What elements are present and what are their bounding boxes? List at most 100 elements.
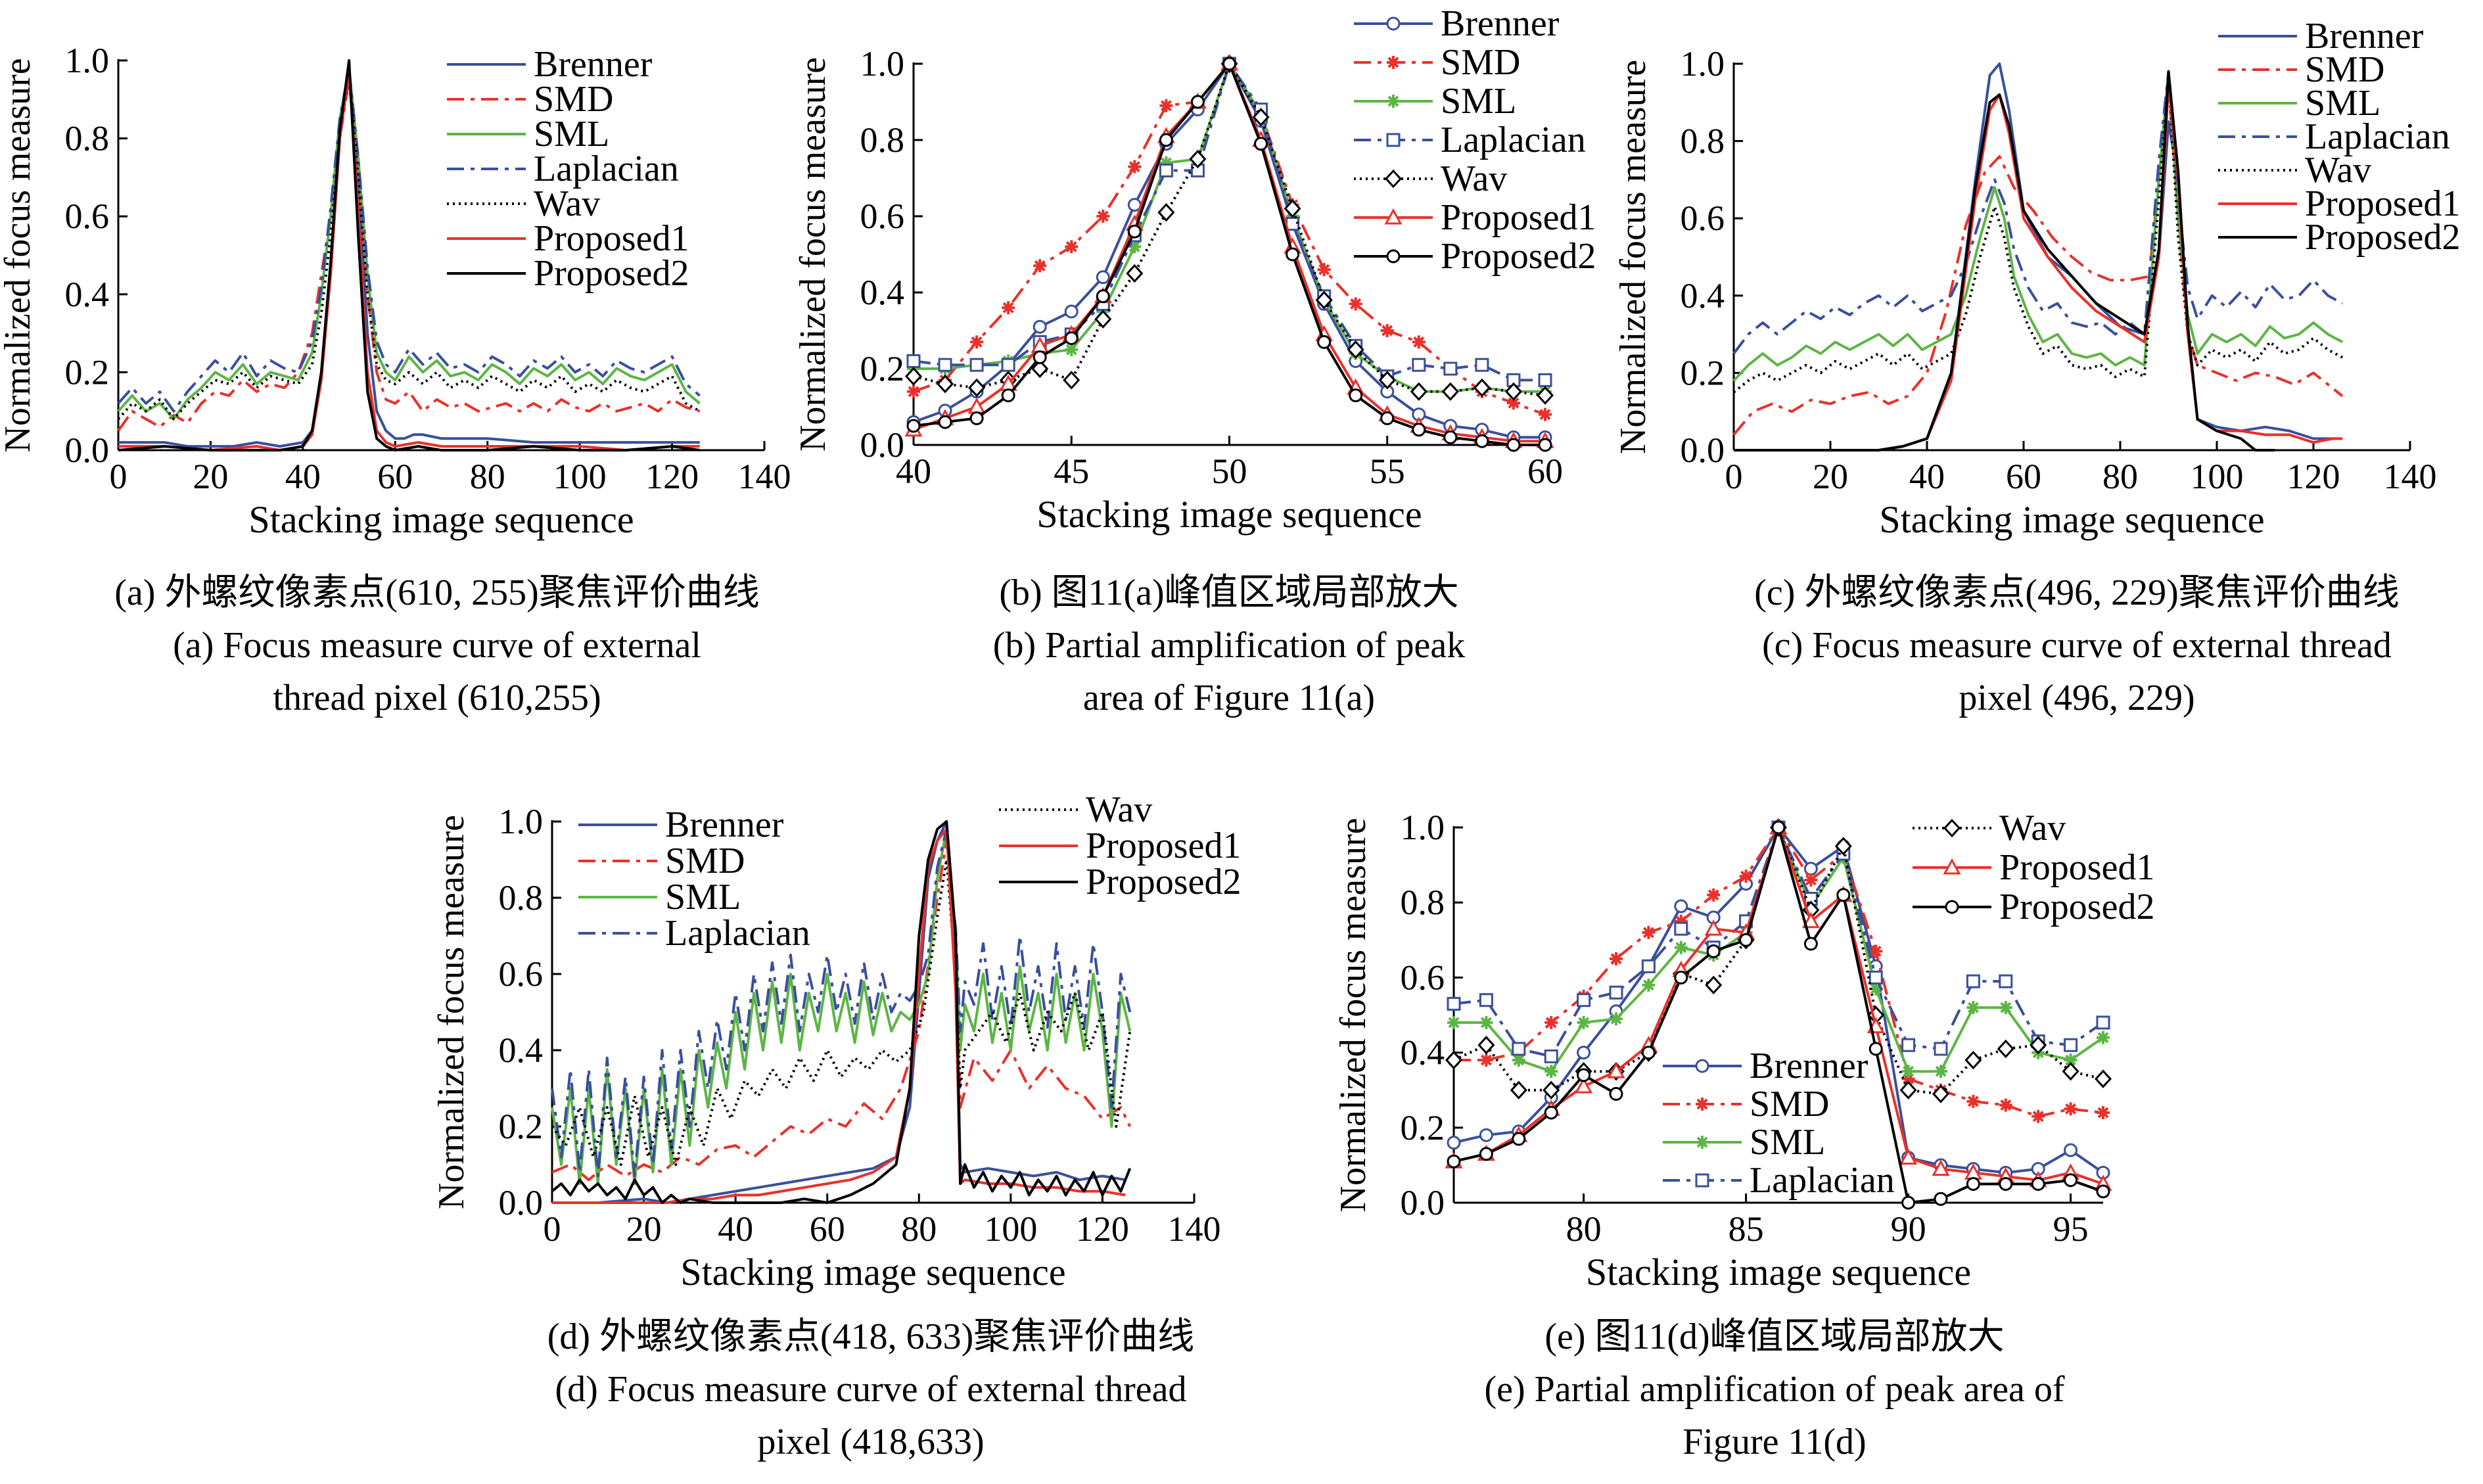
data-point-proposed2 (1190, 95, 1205, 109)
legend-label-proposed2: Proposed2 (534, 253, 689, 294)
data-point-laplacian (1479, 993, 1493, 1008)
legend-label-wav: Wav (1086, 789, 1152, 830)
x-axis-label: Stacking image sequence (680, 1251, 1065, 1293)
series-line-wav (1453, 826, 2104, 1096)
data-point-proposed2 (1538, 438, 1552, 452)
y-tick-label: 0.0 (1401, 1183, 1445, 1222)
legend-label-proposed1: Proposed1 (534, 218, 689, 259)
data-point-laplacian (1641, 959, 1656, 973)
data-point-proposed2 (2064, 1173, 2078, 1188)
x-tick-label: 40 (285, 457, 321, 496)
x-tick-label: 20 (1813, 457, 1848, 496)
x-tick-label: 80 (470, 457, 505, 496)
data-point-smd (970, 335, 984, 349)
data-point-wav (1410, 382, 1427, 402)
data-point-wav (1284, 199, 1301, 218)
y-tick-label: 0.4 (65, 275, 110, 314)
y-tick-label: 0.0 (860, 425, 905, 465)
legend-marker-sml (1387, 95, 1400, 108)
x-tick-label: 40 (1909, 457, 1945, 496)
legend-label-proposed1: Proposed1 (2305, 183, 2460, 224)
data-point-laplacian (1609, 985, 1623, 1000)
legend-marker-smd (1387, 56, 1400, 69)
y-tick-label: 0.2 (65, 352, 110, 392)
data-point-laplacian (1001, 358, 1015, 372)
data-point-laplacian (1447, 996, 1461, 1011)
data-point-smd (907, 384, 920, 398)
y-tick-label: 1.0 (860, 44, 905, 83)
legend-marker-proposed1 (1943, 858, 1961, 875)
data-point-wav (1997, 1039, 2014, 1059)
x-tick-label: 60 (377, 457, 413, 496)
data-point-proposed2 (2031, 1176, 2045, 1191)
legend-label-laplacian: Laplacian (2305, 116, 2450, 157)
data-point-proposed2 (1836, 888, 1851, 902)
y-tick-label: 0.2 (860, 349, 905, 388)
y-tick-label: 0.6 (499, 954, 544, 994)
series-line-sml (117, 66, 701, 421)
y-axis-label: Normalized focus measure (0, 58, 38, 452)
y-tick-label: 0.6 (65, 197, 110, 236)
data-point-proposed2 (1868, 1042, 1883, 1056)
data-point-laplacian (2096, 1015, 2110, 1030)
data-point-proposed2 (1609, 1086, 1623, 1101)
x-tick-label: 50 (1212, 452, 1247, 491)
data-point-sml (1577, 1015, 1590, 1029)
data-point-sml (1999, 1001, 2012, 1015)
data-point-laplacian (1674, 921, 1688, 936)
y-axis-label: Normalized focus measure (1333, 818, 1374, 1212)
legend-marker-proposed2 (1945, 900, 1959, 914)
data-point-sml (1065, 343, 1079, 356)
data-point-smd (1642, 925, 1656, 939)
series-line-laplacian (117, 66, 701, 413)
data-point-proposed2 (1901, 1195, 1916, 1210)
legend-label-smd: SMD (1441, 42, 1520, 83)
legend-label-smd: SMD (1750, 1084, 1829, 1125)
legend: BrennerSMDSMLLaplacianWavProposed1Propos… (2218, 16, 2460, 258)
caption-en-line1: (a) Focus measure curve of external (173, 625, 701, 666)
series-line-sml (1732, 70, 2344, 382)
data-point-proposed2 (1966, 1176, 1980, 1191)
legend-label-laplacian: Laplacian (1441, 120, 1586, 160)
x-tick-label: 120 (645, 457, 699, 496)
data-point-proposed2 (938, 415, 952, 429)
data-point-proposed2 (1999, 1176, 2013, 1191)
data-point-smd (1002, 301, 1015, 315)
data-point-sml (1610, 1012, 1623, 1026)
data-point-proposed1 (1575, 1077, 1593, 1094)
data-point-smd (1128, 160, 1142, 174)
x-tick-label: 0 (544, 1209, 561, 1249)
caption-en-line2: Figure 11(d) (1682, 1422, 1866, 1462)
data-point-brenner (1096, 270, 1110, 285)
data-point-proposed2 (1127, 224, 1142, 239)
data-point-laplacian (1412, 358, 1426, 372)
data-point-smd (1479, 1054, 1493, 1067)
data-point-brenner (1033, 319, 1047, 334)
y-tick-label: 0.0 (1681, 430, 1725, 470)
y-axis-label: Normalized focus measure (1613, 60, 1654, 454)
series-line-brenner (1734, 62, 2343, 452)
data-point-smd (2097, 1105, 2110, 1119)
data-point-smd (1544, 1015, 1558, 1029)
data-point-sml (1901, 1065, 1915, 1078)
data-point-proposed2 (1512, 1132, 1526, 1146)
data-point-wav (1964, 1050, 1982, 1070)
data-point-proposed2 (1506, 438, 1521, 452)
caption-en-line2: area of Figure 11(a) (1083, 678, 1375, 718)
data-point-laplacian (1966, 974, 1980, 988)
caption-en-line1: (b) Partial amplification of peak (993, 625, 1465, 666)
series-line-wav (913, 62, 1546, 397)
legend-label-laplacian: Laplacian (665, 913, 810, 954)
legend-label-sml: SML (534, 114, 609, 154)
data-point-wav (1473, 378, 1491, 398)
y-tick-label: 0.4 (860, 273, 905, 312)
x-tick-label: 100 (553, 457, 607, 496)
legend-marker-laplacian (1695, 1173, 1709, 1188)
x-tick-label: 55 (1370, 452, 1405, 491)
data-point-sml (1642, 978, 1656, 992)
series-line-laplacian (551, 827, 1132, 1178)
x-tick-label: 85 (1729, 1209, 1764, 1249)
series-line-proposed2 (118, 59, 700, 452)
y-tick-label: 0.4 (499, 1031, 544, 1070)
